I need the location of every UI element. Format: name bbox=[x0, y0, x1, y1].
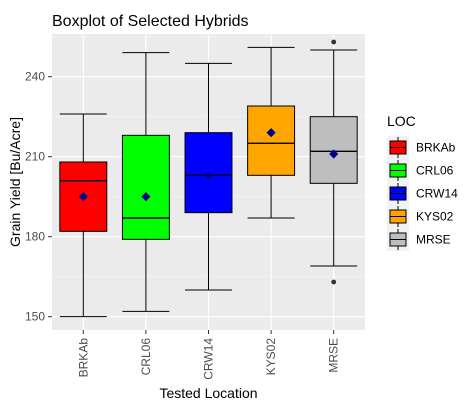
legend-label: MRSE bbox=[416, 233, 451, 247]
x-tick-label: CRL06 bbox=[139, 338, 153, 376]
legend-label: KYS02 bbox=[416, 210, 454, 224]
legend-label: CRL06 bbox=[416, 164, 454, 178]
y-tick-label: 240 bbox=[25, 70, 45, 84]
legend-title: LOC bbox=[387, 113, 416, 129]
legend: LOC BRKAb CRL06 CRW14 KYS02 MRSE bbox=[387, 113, 458, 251]
box-body bbox=[248, 106, 295, 175]
legend-item-mrse: MRSE bbox=[387, 228, 451, 251]
x-axis-label: Tested Location bbox=[159, 385, 257, 401]
box-body bbox=[122, 135, 169, 239]
x-tick-label: CRW14 bbox=[202, 338, 216, 380]
outlier-point bbox=[331, 280, 336, 285]
outlier-point bbox=[331, 40, 336, 45]
x-axis: BRKAb CRL06 CRW14 KYS02 MRSE bbox=[76, 330, 340, 380]
x-tick-label: BRKAb bbox=[76, 338, 90, 378]
y-tick-label: 180 bbox=[25, 230, 45, 244]
y-axis-label: Grain Yield [Bu/Acre] bbox=[7, 117, 23, 247]
legend-label: CRW14 bbox=[416, 187, 458, 201]
y-tick-label: 150 bbox=[25, 310, 45, 324]
legend-item-crw14: CRW14 bbox=[387, 182, 458, 205]
x-tick-label: MRSE bbox=[327, 338, 341, 373]
chart-title: Boxplot of Selected Hybrids bbox=[52, 13, 249, 30]
legend-item-crl06: CRL06 bbox=[387, 159, 454, 182]
y-axis: 150 180 210 240 bbox=[25, 70, 52, 324]
legend-item-kys02: KYS02 bbox=[387, 205, 454, 228]
legend-item-brkab: BRKAb bbox=[387, 136, 456, 159]
y-tick-label: 210 bbox=[25, 150, 45, 164]
legend-label: BRKAb bbox=[416, 141, 456, 155]
x-tick-label: KYS02 bbox=[264, 338, 278, 376]
